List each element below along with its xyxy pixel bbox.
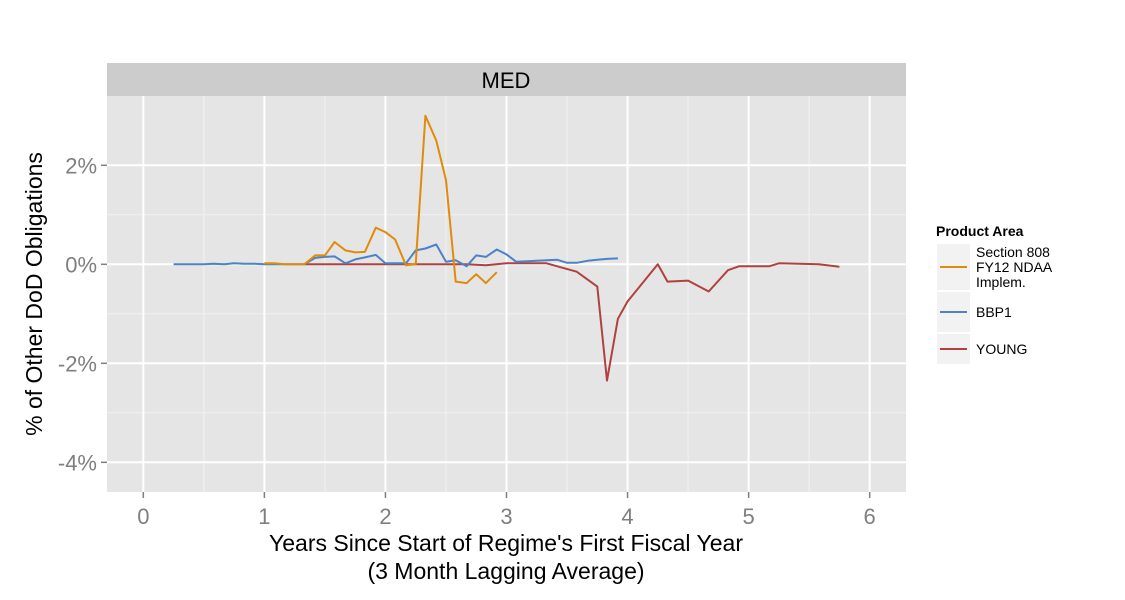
- legend-title: Product Area: [936, 223, 1024, 239]
- legend-label: Implem.: [976, 274, 1026, 290]
- series-line-young: [304, 262, 840, 382]
- x-axis-title-line1: Years Since Start of Regime's First Fisc…: [269, 530, 743, 556]
- y-axis: -4% -2% 0% 2%: [58, 153, 107, 475]
- legend-label: BBP1: [976, 304, 1012, 320]
- legend-label: YOUNG: [976, 341, 1027, 357]
- legend-label: Section 808: [976, 244, 1050, 260]
- x-tick-label: 5: [742, 504, 754, 529]
- y-tick-label: -2%: [58, 351, 97, 376]
- x-axis-title-line2: (3 Month Lagging Average): [367, 558, 644, 584]
- y-tick-label: 0%: [65, 252, 97, 277]
- series-lines: [173, 114, 840, 382]
- y-tick-label: -4%: [58, 450, 97, 475]
- x-axis: 0 1 2 3 4 5 6: [137, 492, 876, 529]
- x-tick-label: 1: [258, 504, 270, 529]
- x-tick-label: 3: [500, 504, 512, 529]
- x-tick-label: 6: [864, 504, 876, 529]
- x-tick-label: 4: [621, 504, 633, 529]
- y-tick-label: 2%: [65, 153, 97, 178]
- series-line-bbp1: [173, 243, 618, 268]
- series-line-section-808-fy12-ndaa-implem-: [264, 114, 498, 285]
- x-tick-label: 2: [379, 504, 391, 529]
- y-axis-title: % of Other DoD Obligations: [21, 152, 47, 436]
- x-tick-label: 0: [137, 504, 149, 529]
- facet-strip: [107, 63, 906, 96]
- facet-label: MED: [482, 68, 531, 93]
- legend-label: FY12 NDAA: [976, 259, 1053, 275]
